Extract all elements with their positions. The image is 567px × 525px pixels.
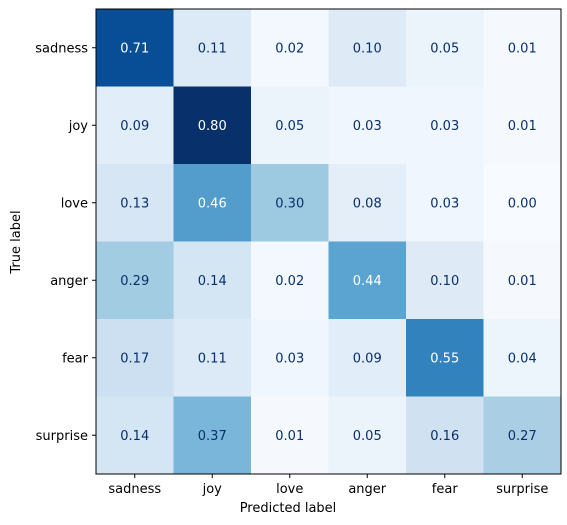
heatmap-cell-surprise-surprise <box>483 396 562 475</box>
heatmap-cell-love-anger <box>328 164 407 242</box>
y-tick-label-joy: joy <box>68 119 89 134</box>
cell-value-label: 0.01 <box>508 274 537 289</box>
cell-value-label: 0.00 <box>508 196 537 211</box>
cell-value-label: 0.17 <box>120 351 149 366</box>
x-tick-label-love: love <box>276 482 303 497</box>
heatmap-cell-love-love <box>251 164 329 242</box>
heatmap-cell-joy-anger <box>328 86 407 165</box>
heatmap-cell-love-joy <box>173 164 252 242</box>
plot-frame <box>95 8 562 475</box>
cell-value-label: 0.08 <box>353 196 382 211</box>
cell-value-label: 0.14 <box>120 429 149 444</box>
cell-value-label: 0.01 <box>275 429 304 444</box>
cell-value-label: 0.27 <box>508 429 537 444</box>
heatmap-cell-fear-anger <box>328 319 407 397</box>
heatmap-cell-love-sadness <box>96 164 174 242</box>
x-tick-label-sadness: sadness <box>108 482 161 497</box>
heatmap-cell-joy-sadness <box>96 86 174 165</box>
x-axis-ticks: sadness joy love anger fear surprise <box>108 474 548 497</box>
heatmap-cell-joy-love <box>251 86 329 165</box>
cell-value-label: 0.05 <box>353 429 382 444</box>
cell-value-label: 0.16 <box>430 429 459 444</box>
heatmap-cell-fear-surprise <box>483 319 562 397</box>
heatmap-cell-surprise-love <box>251 396 329 475</box>
cell-value-label: 0.80 <box>198 119 227 134</box>
heatmap-cell-anger-anger <box>328 241 407 320</box>
heatmap-cell-anger-surprise <box>483 241 562 320</box>
cell-value-label: 0.02 <box>275 274 304 289</box>
heatmap-cell-fear-fear <box>406 319 484 397</box>
x-tick-label-fear: fear <box>432 482 459 497</box>
heatmap-cell-fear-joy <box>173 319 252 397</box>
heatmap-cell-joy-fear <box>406 86 484 165</box>
cell-value-label: 0.09 <box>120 119 149 134</box>
heatmap-cell-surprise-anger <box>328 396 407 475</box>
cell-value-label: 0.46 <box>198 196 227 211</box>
cell-value-label: 0.01 <box>508 119 537 134</box>
cell-value-label: 0.03 <box>430 119 459 134</box>
x-tick-label-surprise: surprise <box>496 482 548 497</box>
cell-value-label: 0.71 <box>120 41 149 56</box>
cell-value-label: 0.04 <box>508 351 537 366</box>
x-tick-label-joy: joy <box>202 482 223 497</box>
cell-value-label: 0.03 <box>275 351 304 366</box>
cell-value-label: 0.14 <box>198 274 227 289</box>
cell-value-label: 0.09 <box>353 351 382 366</box>
heatmap-cell-surprise-fear <box>406 396 484 475</box>
cell-value-label: 0.11 <box>198 351 227 366</box>
heatmap-cell-sadness-joy <box>173 9 252 87</box>
heatmap-cell-love-surprise <box>483 164 562 242</box>
heatmap-cell-anger-fear <box>406 241 484 320</box>
y-tick-label-sadness: sadness <box>35 41 88 56</box>
x-axis-label: Predicted label <box>240 501 337 516</box>
y-axis-ticks: sadness joy love anger fear surprise <box>35 41 96 444</box>
cell-value-label: 0.44 <box>353 274 382 289</box>
y-tick-label-fear: fear <box>62 351 89 366</box>
x-tick-label-anger: anger <box>348 482 386 497</box>
y-tick-label-anger: anger <box>50 274 88 289</box>
cell-value-label: 0.55 <box>430 351 459 366</box>
cell-value-label: 0.11 <box>198 41 227 56</box>
cell-value-label: 0.03 <box>353 119 382 134</box>
heatmap-cell-surprise-sadness <box>96 396 174 475</box>
heatmap-cell-joy-joy <box>173 86 252 165</box>
y-tick-label-love: love <box>61 196 88 211</box>
cell-value-label: 0.13 <box>120 196 149 211</box>
cell-value-label: 0.03 <box>430 196 459 211</box>
heatmap-cells <box>96 9 562 475</box>
cell-value-label: 0.10 <box>430 274 459 289</box>
cell-value-label: 0.10 <box>353 41 382 56</box>
heatmap-cell-joy-surprise <box>483 86 562 165</box>
heatmap-cell-sadness-anger <box>328 9 407 87</box>
heatmap-cell-sadness-sadness <box>96 9 174 87</box>
cell-value-label: 0.29 <box>120 274 149 289</box>
heatmap-cell-anger-joy <box>173 241 252 320</box>
heatmap-cell-anger-love <box>251 241 329 320</box>
cell-value-label: 0.05 <box>275 119 304 134</box>
cell-value-label: 0.05 <box>430 41 459 56</box>
heatmap-cell-fear-love <box>251 319 329 397</box>
heatmap-cell-anger-sadness <box>96 241 174 320</box>
heatmap-cell-love-fear <box>406 164 484 242</box>
cell-value-label: 0.37 <box>198 429 227 444</box>
heatmap-cell-sadness-fear <box>406 9 484 87</box>
cell-value-label: 0.02 <box>275 41 304 56</box>
heatmap-cell-labels: 0.71 0.11 0.02 0.10 0.05 0.01 0.09 0.80 0.05 0.03… <box>120 41 536 444</box>
cell-value-label: 0.01 <box>508 41 537 56</box>
heatmap-cell-sadness-love <box>251 9 329 87</box>
y-axis-label: True label <box>9 210 24 274</box>
heatmap-cell-fear-sadness <box>96 319 174 397</box>
heatmap-cell-surprise-joy <box>173 396 252 475</box>
heatmap-cell-sadness-surprise <box>483 9 562 87</box>
y-tick-label-surprise: surprise <box>36 429 88 444</box>
cell-value-label: 0.30 <box>275 196 304 211</box>
